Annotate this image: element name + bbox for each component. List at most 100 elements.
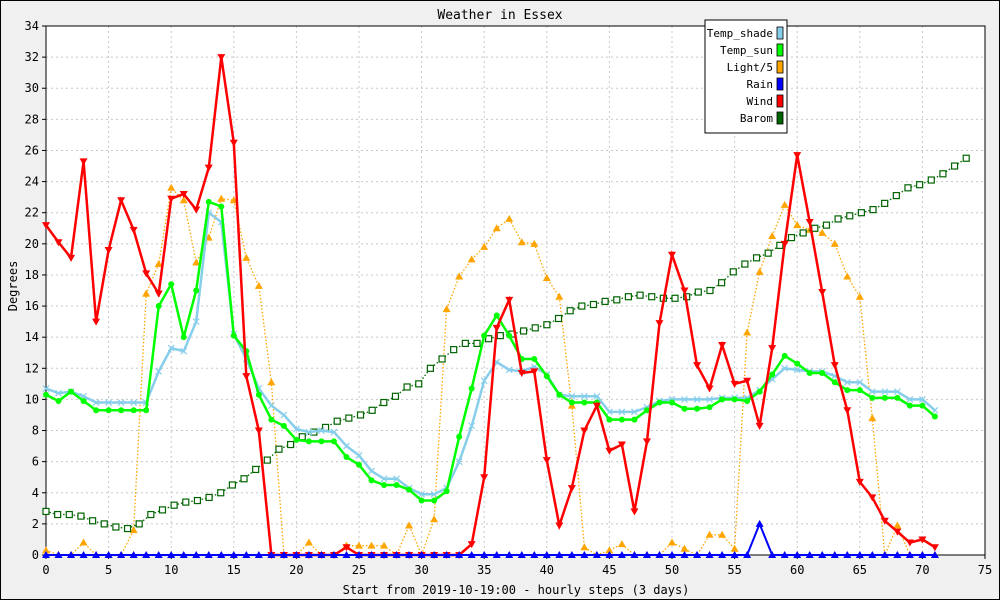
data-point-rain [329,551,338,558]
data-point-rain [355,551,363,558]
data-point-barom [415,380,423,388]
data-point-rain [304,551,313,558]
data-point-barom [718,279,726,287]
legend: Temp_shade Temp_sun Light/5 Rain Wind Barom [704,19,788,134]
data-point-wind [642,438,651,446]
data-point-barom [531,324,539,332]
data-point-rain [92,551,101,558]
data-point-barom [519,327,528,335]
data-point-temp-sun [556,391,563,398]
data-point-temp-shade [117,399,125,406]
data-point-barom [205,493,213,502]
data-point-wind [217,54,226,62]
data-point-light-5 [743,328,752,336]
x-tick-label: 70 [915,563,929,577]
data-point-temp-sun [606,416,613,423]
data-point-temp-sun [305,438,312,445]
data-point-barom [403,383,411,391]
data-point-temp-sun [381,481,388,488]
data-point-temp-sun [255,391,262,398]
data-point-temp-sun [643,407,650,414]
data-point-rain [442,551,451,558]
data-point-barom [706,286,714,295]
data-point-temp-sun [794,360,801,367]
data-point-rain [54,551,63,558]
data-point-wind [930,544,939,552]
data-point-temp-shade [580,392,588,400]
data-point-barom [240,475,248,483]
y-tick-label: 26 [25,143,39,157]
data-point-temp-shade [856,378,864,386]
data-point-light-5 [242,253,251,261]
data-point-rain [880,551,889,558]
data-point-temp-shade [455,458,463,466]
data-point-rain [455,551,464,558]
data-point-temp-sun [143,407,150,414]
data-point-light-5 [868,414,877,422]
data-point-wind [580,427,589,435]
data-point-temp-shade [468,422,476,430]
data-point-light-5 [668,538,676,546]
y-tick-label: 16 [25,299,39,313]
data-point-barom [881,199,889,207]
data-point-temp-sun [506,332,513,339]
data-point-temp-sun [168,281,175,288]
data-point-barom [566,307,574,315]
data-point-light-5 [843,272,852,280]
data-point-barom [426,364,434,372]
data-point-temp-sun [931,413,938,420]
data-point-wind [893,528,902,536]
legend-label: Light/5 [727,61,773,74]
data-point-rain [505,551,514,558]
data-point-temp-shade [631,408,638,416]
data-point-rain [467,551,476,558]
data-point-wind [768,345,777,353]
data-point-rain [380,551,389,558]
data-point-barom [729,268,737,276]
data-point-temp-sun [43,391,49,398]
data-point-rain [542,551,551,558]
legend-swatch [776,77,784,91]
data-point-temp-sun [819,369,826,376]
data-point-wind [905,539,914,547]
data-point-barom [846,212,854,220]
data-point-temp-sun [919,402,926,409]
series-layer [42,54,970,559]
legend-swatch [776,111,784,125]
x-tick-label: 10 [164,563,178,577]
data-point-temp-sun [280,422,287,429]
data-point-rain [893,551,902,558]
data-point-wind [868,494,877,502]
data-point-rain [805,551,814,558]
data-point-barom [916,181,924,189]
data-point-light-5 [467,255,476,263]
data-point-wind [42,222,50,230]
legend-box [704,19,788,134]
data-point-barom [135,520,143,528]
data-point-barom [496,332,504,340]
data-point-light-5 [42,546,50,554]
data-point-barom [601,297,609,305]
data-point-rain [718,551,727,558]
data-point-barom [252,465,260,474]
data-point-wind [655,320,664,328]
data-point-rain [793,551,802,558]
data-point-barom [380,398,388,407]
data-point-rain [918,551,927,558]
data-point-temp-sun [218,203,225,210]
data-point-rain [229,551,238,558]
data-point-rain [843,551,852,558]
data-point-temp-sun [406,486,413,493]
data-point-temp-sun [681,405,688,412]
data-point-wind [192,206,201,214]
legend-swatch [776,94,784,108]
data-point-temp-sun [481,332,488,339]
data-point-rain [179,551,188,558]
y-tick-label: 2 [32,517,39,531]
data-point-rain [405,551,414,558]
data-point-wind [617,441,626,449]
data-point-wind [79,158,88,166]
data-point-temp-sun [268,416,275,423]
data-point-temp-sun [55,397,62,404]
